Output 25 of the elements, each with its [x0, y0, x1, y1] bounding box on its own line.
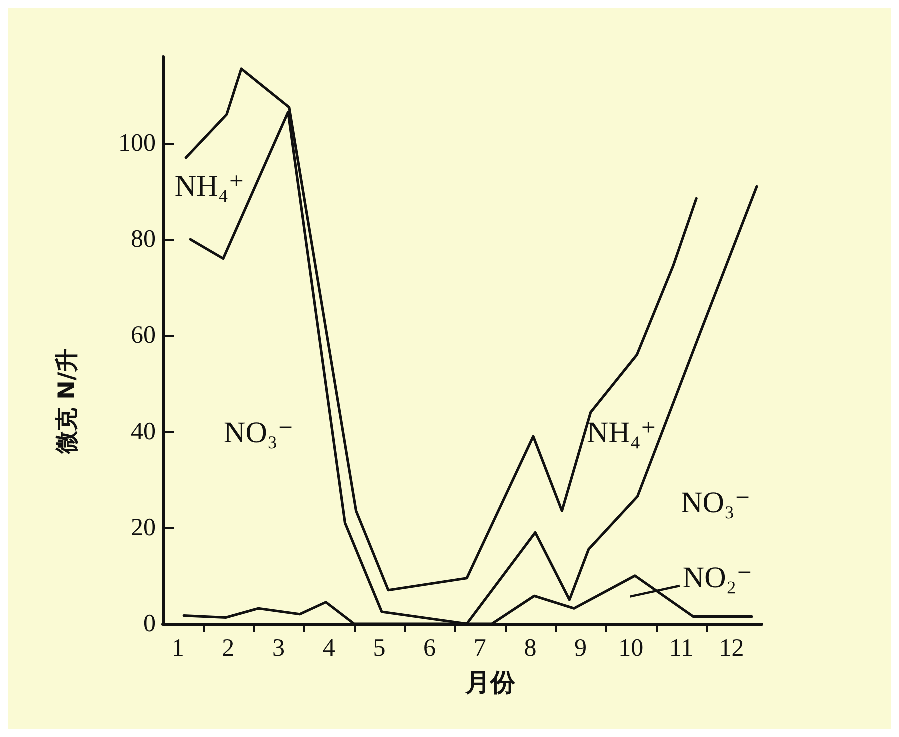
- x-tick-label: 6: [424, 635, 436, 662]
- x-tick-label: 12: [719, 635, 744, 662]
- y-tick-label: 60: [131, 322, 156, 350]
- annotation: NH₄⁺: [587, 416, 657, 450]
- x-tick-label: 1: [172, 635, 184, 662]
- x-tick-label: 10: [618, 635, 644, 662]
- x-tick-label: 11: [669, 635, 694, 662]
- x-tick-label: 2: [222, 635, 235, 662]
- y-axis-title: 微克 N/升: [54, 349, 80, 455]
- annotation: NO₃⁻: [681, 486, 751, 520]
- x-tick-label: 3: [272, 635, 286, 662]
- x-axis-title: 月份: [464, 668, 516, 697]
- y-tick-label: 40: [131, 418, 156, 446]
- x-tick-label: 5: [373, 635, 386, 662]
- annotation: NO₃⁻: [224, 416, 294, 450]
- annotation: NO₂⁻: [682, 562, 753, 595]
- y-tick-label: 0: [144, 610, 156, 638]
- x-tick-label: 9: [574, 635, 588, 662]
- annotation: NH₄⁺: [174, 170, 245, 203]
- y-tick-label: 80: [131, 226, 156, 254]
- x-tick-label: 7: [474, 635, 486, 662]
- y-tick-label: 100: [118, 130, 156, 157]
- x-tick-label: 8: [524, 635, 537, 662]
- x-tick-label: 4: [322, 635, 336, 662]
- y-tick-label: 20: [131, 514, 156, 542]
